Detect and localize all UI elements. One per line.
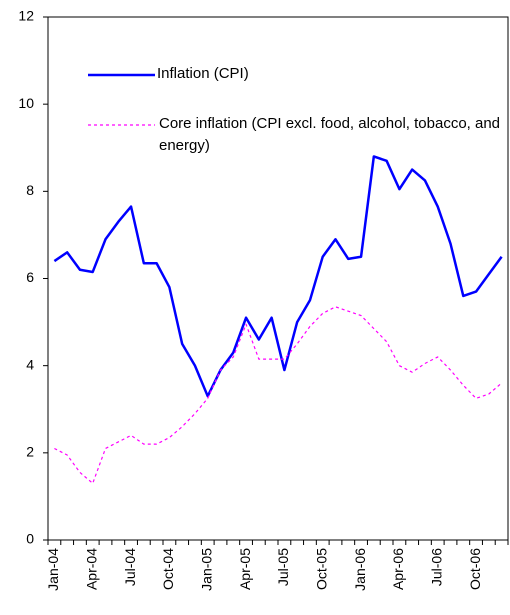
y-tick-label: 12: [18, 8, 34, 24]
legend-label: Inflation (CPI): [157, 65, 249, 82]
x-tick-label: Jul-06: [428, 548, 444, 586]
y-tick-label: 2: [26, 444, 34, 460]
x-tick-label: Jan-06: [352, 548, 368, 591]
x-tick-label: Jan-04: [45, 548, 61, 591]
x-tick-label: Oct-06: [467, 548, 483, 590]
x-tick-label: Jul-05: [275, 548, 291, 586]
x-tick-label: Oct-04: [160, 548, 176, 590]
y-tick-label: 10: [18, 95, 34, 111]
x-tick-label: Jul-04: [122, 548, 138, 586]
x-tick-label: Apr-04: [83, 548, 99, 590]
x-tick-label: Jan-05: [198, 548, 214, 591]
series-line: [53, 155, 503, 398]
y-tick-label: 8: [26, 182, 34, 198]
y-tick-label: 0: [26, 531, 34, 547]
x-tick-label: Oct-05: [313, 548, 329, 590]
x-tick-label: Apr-06: [390, 548, 406, 590]
y-tick-label: 6: [26, 269, 34, 285]
x-tick-label: Apr-05: [237, 548, 253, 590]
y-tick-label: 4: [26, 356, 34, 372]
series-line: [54, 306, 503, 484]
plot-frame: [47, 16, 509, 541]
legend-label: Core inflation (CPI excl. food, alcohol,…: [159, 115, 501, 154]
